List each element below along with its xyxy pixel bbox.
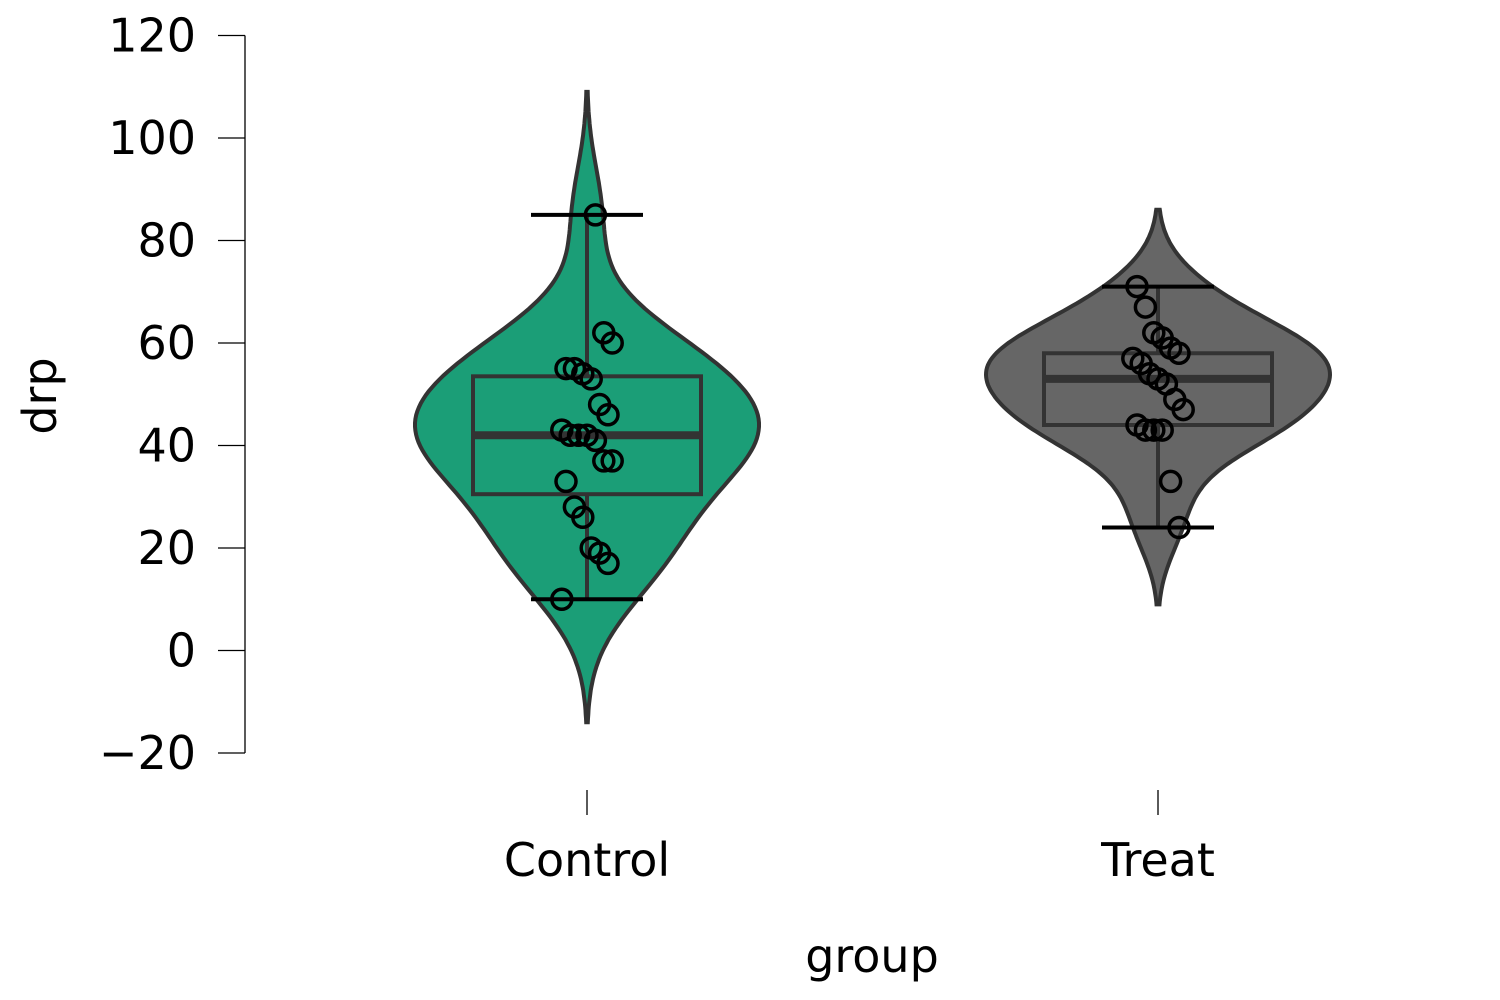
data-point: [1150, 418, 1174, 442]
y-axis-label: drp: [13, 357, 67, 434]
data-point: [583, 203, 608, 227]
data-point: [575, 423, 599, 448]
data-point: [1158, 469, 1183, 494]
plot-area: [413, 89, 1333, 725]
data-point: [1167, 515, 1191, 540]
y-tick-label: 100: [108, 111, 196, 165]
y-tick-label: 80: [137, 214, 196, 268]
data-point: [562, 495, 587, 519]
data-point: [600, 449, 624, 473]
data-point: [579, 536, 603, 560]
x-axis-label: group: [805, 929, 939, 983]
data-point: [1125, 274, 1149, 299]
y-tick-label: 0: [167, 624, 196, 678]
data-point: [592, 321, 616, 345]
data-point: [1121, 346, 1145, 371]
x-tick-label: Treat: [1100, 833, 1215, 887]
y-tick-label: 120: [108, 9, 196, 63]
y-tick-label: −20: [99, 726, 196, 780]
data-point: [1142, 321, 1166, 345]
data-point: [587, 392, 612, 417]
data-point: [554, 356, 578, 381]
y-tick-label: 60: [137, 316, 196, 370]
box-treat: [1042, 351, 1274, 427]
data-point: [550, 418, 574, 442]
y-tick-label: 20: [137, 521, 196, 575]
data-point: [1125, 413, 1149, 437]
violin-treat: [983, 207, 1333, 607]
x-axis: Control Treat: [504, 790, 1215, 887]
data-point: [562, 356, 587, 381]
y-tick-label: 40: [137, 419, 196, 473]
data-point: [1133, 295, 1158, 319]
x-tick-label: Control: [504, 833, 670, 887]
violin-control: [413, 89, 761, 725]
data-point: [592, 449, 616, 473]
data-point: [550, 587, 574, 612]
data-point: [554, 469, 578, 494]
y-axis: −20 0 20 40 60 80 100 120: [99, 9, 246, 780]
